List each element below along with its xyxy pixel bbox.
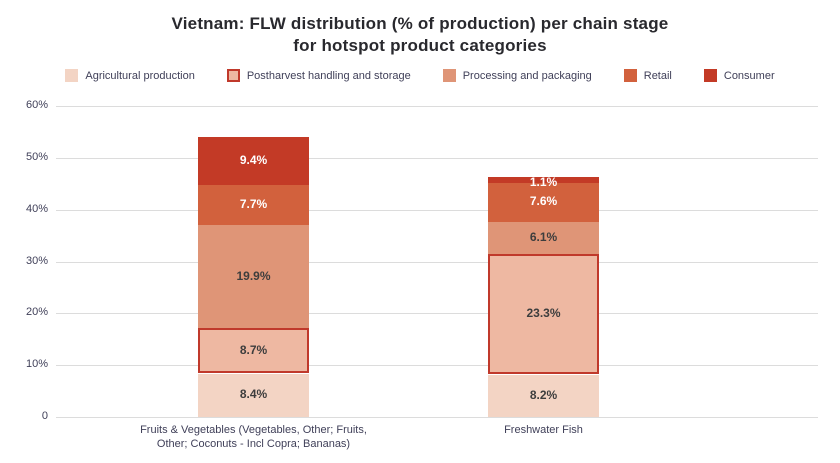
y-axis-tick-label: 50% bbox=[25, 150, 48, 163]
y-axis-tick-label: 40% bbox=[25, 202, 48, 215]
gridline bbox=[56, 313, 818, 315]
chart-title-line1: Vietnam: FLW distribution (% of producti… bbox=[171, 14, 669, 33]
y-axis-tick-label: 30% bbox=[25, 254, 48, 267]
bar-segment-retail[interactable] bbox=[488, 182, 599, 223]
bar-segment-agricultural-production[interactable] bbox=[198, 373, 309, 417]
legend-swatch-icon bbox=[623, 69, 637, 82]
legend-label: Postharvest handling and storage bbox=[246, 69, 411, 82]
legend-swatch-icon bbox=[226, 69, 240, 82]
bar-segment-postharvest-handling-and-storage[interactable] bbox=[488, 253, 599, 375]
y-axis-tick-label: 10% bbox=[25, 358, 48, 371]
legend-swatch-icon bbox=[442, 69, 456, 82]
bar-segment-postharvest-handling-and-storage[interactable] bbox=[198, 328, 309, 374]
gridline bbox=[56, 157, 818, 159]
chart-title: Vietnam: FLW distribution (% of producti… bbox=[0, 13, 840, 57]
y-axis-tick-label: 60% bbox=[25, 99, 48, 111]
bar-segment-consumer[interactable] bbox=[198, 136, 309, 186]
gridline bbox=[56, 106, 818, 107]
legend-label: Consumer bbox=[723, 69, 775, 82]
y-axis-tick-label: 20% bbox=[25, 306, 48, 319]
gridline bbox=[56, 261, 818, 263]
bar-segment-processing-and-packaging[interactable] bbox=[488, 222, 599, 254]
legend-label: Agricultural production bbox=[85, 69, 195, 82]
bar-segment-consumer[interactable] bbox=[488, 177, 599, 183]
legend-item-consumer[interactable]: Consumer bbox=[703, 69, 775, 82]
legend-item-agricultural-production[interactable]: Agricultural production bbox=[65, 69, 195, 82]
legend: Agricultural production Postharvest handl… bbox=[0, 69, 840, 82]
x-axis-category-label: Freshwater Fish bbox=[504, 424, 583, 436]
gridline bbox=[56, 365, 818, 367]
legend-label: Retail bbox=[643, 69, 672, 82]
bar-segment-processing-and-packaging[interactable] bbox=[198, 225, 309, 329]
gridline bbox=[56, 209, 818, 211]
bar-segment-retail[interactable] bbox=[198, 185, 309, 226]
legend-item-processing-and-packaging[interactable]: Processing and packaging bbox=[442, 69, 592, 82]
gridline bbox=[56, 417, 818, 418]
legend-label: Processing and packaging bbox=[462, 69, 592, 82]
legend-item-postharvest-handling-and-storage[interactable]: Postharvest handling and storage bbox=[226, 69, 411, 82]
bar-segment-agricultural-production[interactable] bbox=[488, 374, 599, 417]
x-axis-category-label: Fruits & Vegetables (Vegetables, Other; … bbox=[140, 424, 367, 450]
legend-swatch-icon bbox=[703, 69, 717, 82]
chart-title-line2: for hotspot product categories bbox=[293, 36, 547, 55]
legend-item-retail[interactable]: Retail bbox=[623, 69, 672, 82]
y-axis-tick-label: 0 bbox=[41, 410, 48, 422]
legend-swatch-icon bbox=[65, 69, 79, 82]
